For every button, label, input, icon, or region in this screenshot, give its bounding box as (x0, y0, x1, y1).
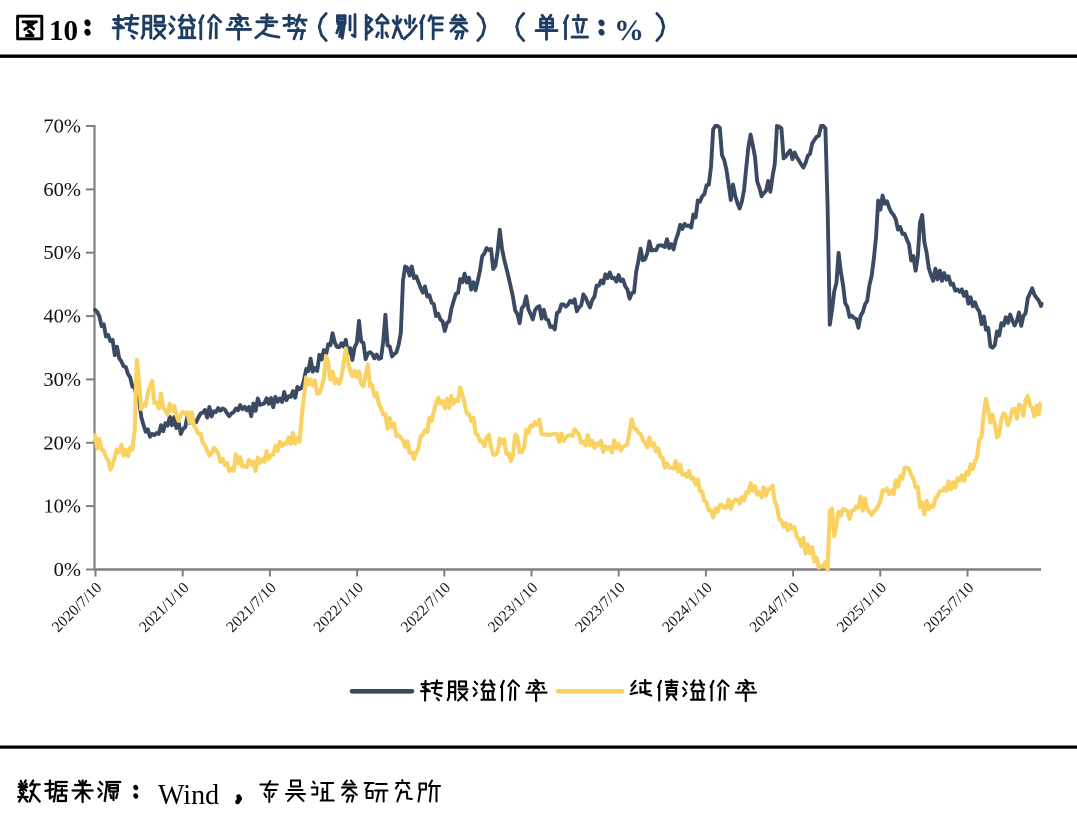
svg-text:20%: 20% (43, 432, 81, 454)
svg-text:70%: 70% (43, 116, 81, 138)
svg-text:40%: 40% (43, 306, 81, 328)
svg-text:0%: 0% (54, 559, 81, 581)
svg-text:Wind: Wind (158, 780, 219, 811)
svg-text:30%: 30% (43, 369, 81, 391)
svg-text:10: 10 (49, 15, 78, 47)
svg-text:%: % (614, 14, 644, 47)
svg-text:50%: 50% (43, 242, 81, 264)
svg-text:10%: 10% (43, 496, 81, 518)
svg-text:60%: 60% (43, 179, 81, 201)
